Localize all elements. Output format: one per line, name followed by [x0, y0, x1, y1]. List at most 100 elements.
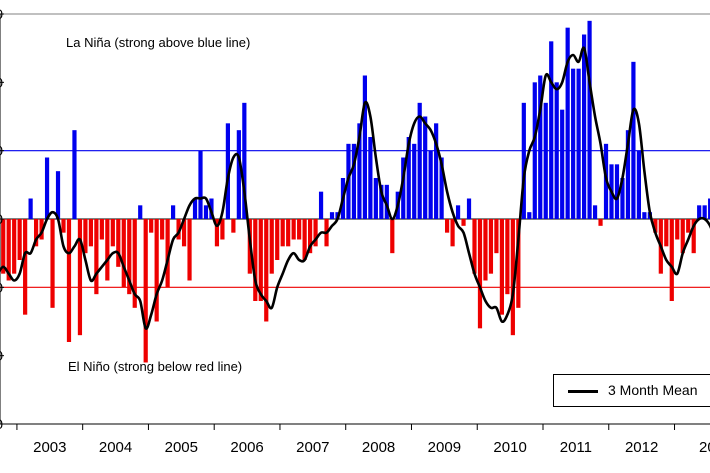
legend: 3 Month Mean — [553, 374, 710, 407]
bar — [318, 191, 324, 219]
bar — [28, 198, 33, 219]
bar — [477, 219, 483, 329]
bar — [99, 219, 104, 240]
bar — [17, 219, 22, 260]
bar — [527, 212, 532, 219]
bar — [1, 219, 6, 274]
bar — [44, 157, 50, 219]
bar — [549, 41, 554, 219]
bar — [472, 219, 477, 274]
bar — [384, 184, 389, 219]
bar — [198, 150, 203, 219]
bar — [132, 219, 137, 308]
bar — [280, 219, 285, 247]
bar — [203, 205, 209, 219]
x-tick-label: 2009 — [428, 439, 461, 456]
x-tick-label: 2004 — [99, 439, 132, 456]
bar — [313, 219, 318, 247]
bar — [598, 219, 603, 226]
el-nino-annotation: El Niño (strong below red line) — [68, 359, 242, 374]
bar — [428, 150, 433, 219]
bar — [653, 219, 658, 233]
bar — [34, 219, 39, 247]
bar — [275, 219, 280, 260]
bar — [499, 219, 504, 315]
bar — [680, 219, 685, 254]
bar — [220, 219, 225, 240]
bar — [23, 219, 28, 315]
bar — [664, 219, 669, 247]
bar — [94, 219, 99, 295]
bar — [461, 219, 466, 226]
bar — [236, 130, 241, 219]
bar — [455, 205, 461, 219]
bar — [625, 130, 631, 219]
bar — [516, 219, 521, 308]
bar — [308, 219, 313, 254]
bar — [176, 219, 181, 240]
bar — [351, 143, 357, 219]
bar — [61, 219, 66, 233]
bar — [55, 171, 61, 219]
bar — [160, 219, 165, 240]
bar — [83, 219, 88, 254]
bar — [505, 219, 510, 295]
bar — [269, 219, 274, 274]
bar — [50, 219, 55, 308]
bar — [620, 178, 625, 219]
bar — [538, 75, 543, 219]
x-tick-label: 2005 — [165, 439, 198, 456]
x-tick-label: 2012 — [625, 439, 658, 456]
bar — [406, 137, 411, 219]
bar — [181, 219, 187, 247]
bar — [587, 20, 592, 219]
bar — [72, 130, 77, 219]
bar — [231, 219, 236, 233]
bar — [521, 102, 526, 219]
bar — [412, 143, 417, 219]
bar — [439, 157, 444, 219]
bar — [242, 102, 247, 219]
bar — [390, 219, 395, 254]
bar — [225, 123, 230, 219]
bar — [636, 150, 641, 219]
y-ticks-layer: 0000000 — [0, 6, 4, 432]
bar — [143, 219, 148, 363]
bar — [127, 219, 132, 295]
bar — [154, 219, 159, 322]
line-layer — [0, 46, 710, 330]
bar — [450, 219, 455, 247]
bar — [171, 205, 176, 219]
bar — [576, 68, 581, 219]
bar — [691, 219, 696, 254]
legend-label: 3 Month Mean — [608, 382, 698, 398]
bar — [642, 212, 647, 219]
bar — [12, 219, 17, 274]
bar — [686, 219, 691, 233]
bar — [329, 212, 335, 219]
x-tick-label: 2010 — [493, 439, 526, 456]
bar — [88, 219, 93, 247]
bar — [121, 219, 126, 288]
x-tick-label: 2007 — [296, 439, 329, 456]
bar — [116, 219, 121, 267]
bar — [192, 198, 198, 219]
bar — [187, 219, 192, 281]
x-tick-label: 2006 — [230, 439, 263, 456]
bar — [362, 75, 367, 219]
bar — [214, 219, 220, 247]
bar — [286, 219, 291, 247]
bar — [483, 219, 488, 281]
bar — [571, 68, 576, 219]
x-tick-label: 2003 — [33, 439, 66, 456]
bar — [494, 219, 499, 254]
bar — [510, 219, 515, 336]
bar — [368, 137, 373, 219]
bar — [110, 219, 115, 247]
bar — [39, 219, 44, 240]
bar — [697, 205, 702, 219]
bar — [264, 219, 269, 322]
bar — [417, 102, 422, 219]
bar — [675, 219, 680, 240]
threshold-layer — [0, 150, 710, 288]
